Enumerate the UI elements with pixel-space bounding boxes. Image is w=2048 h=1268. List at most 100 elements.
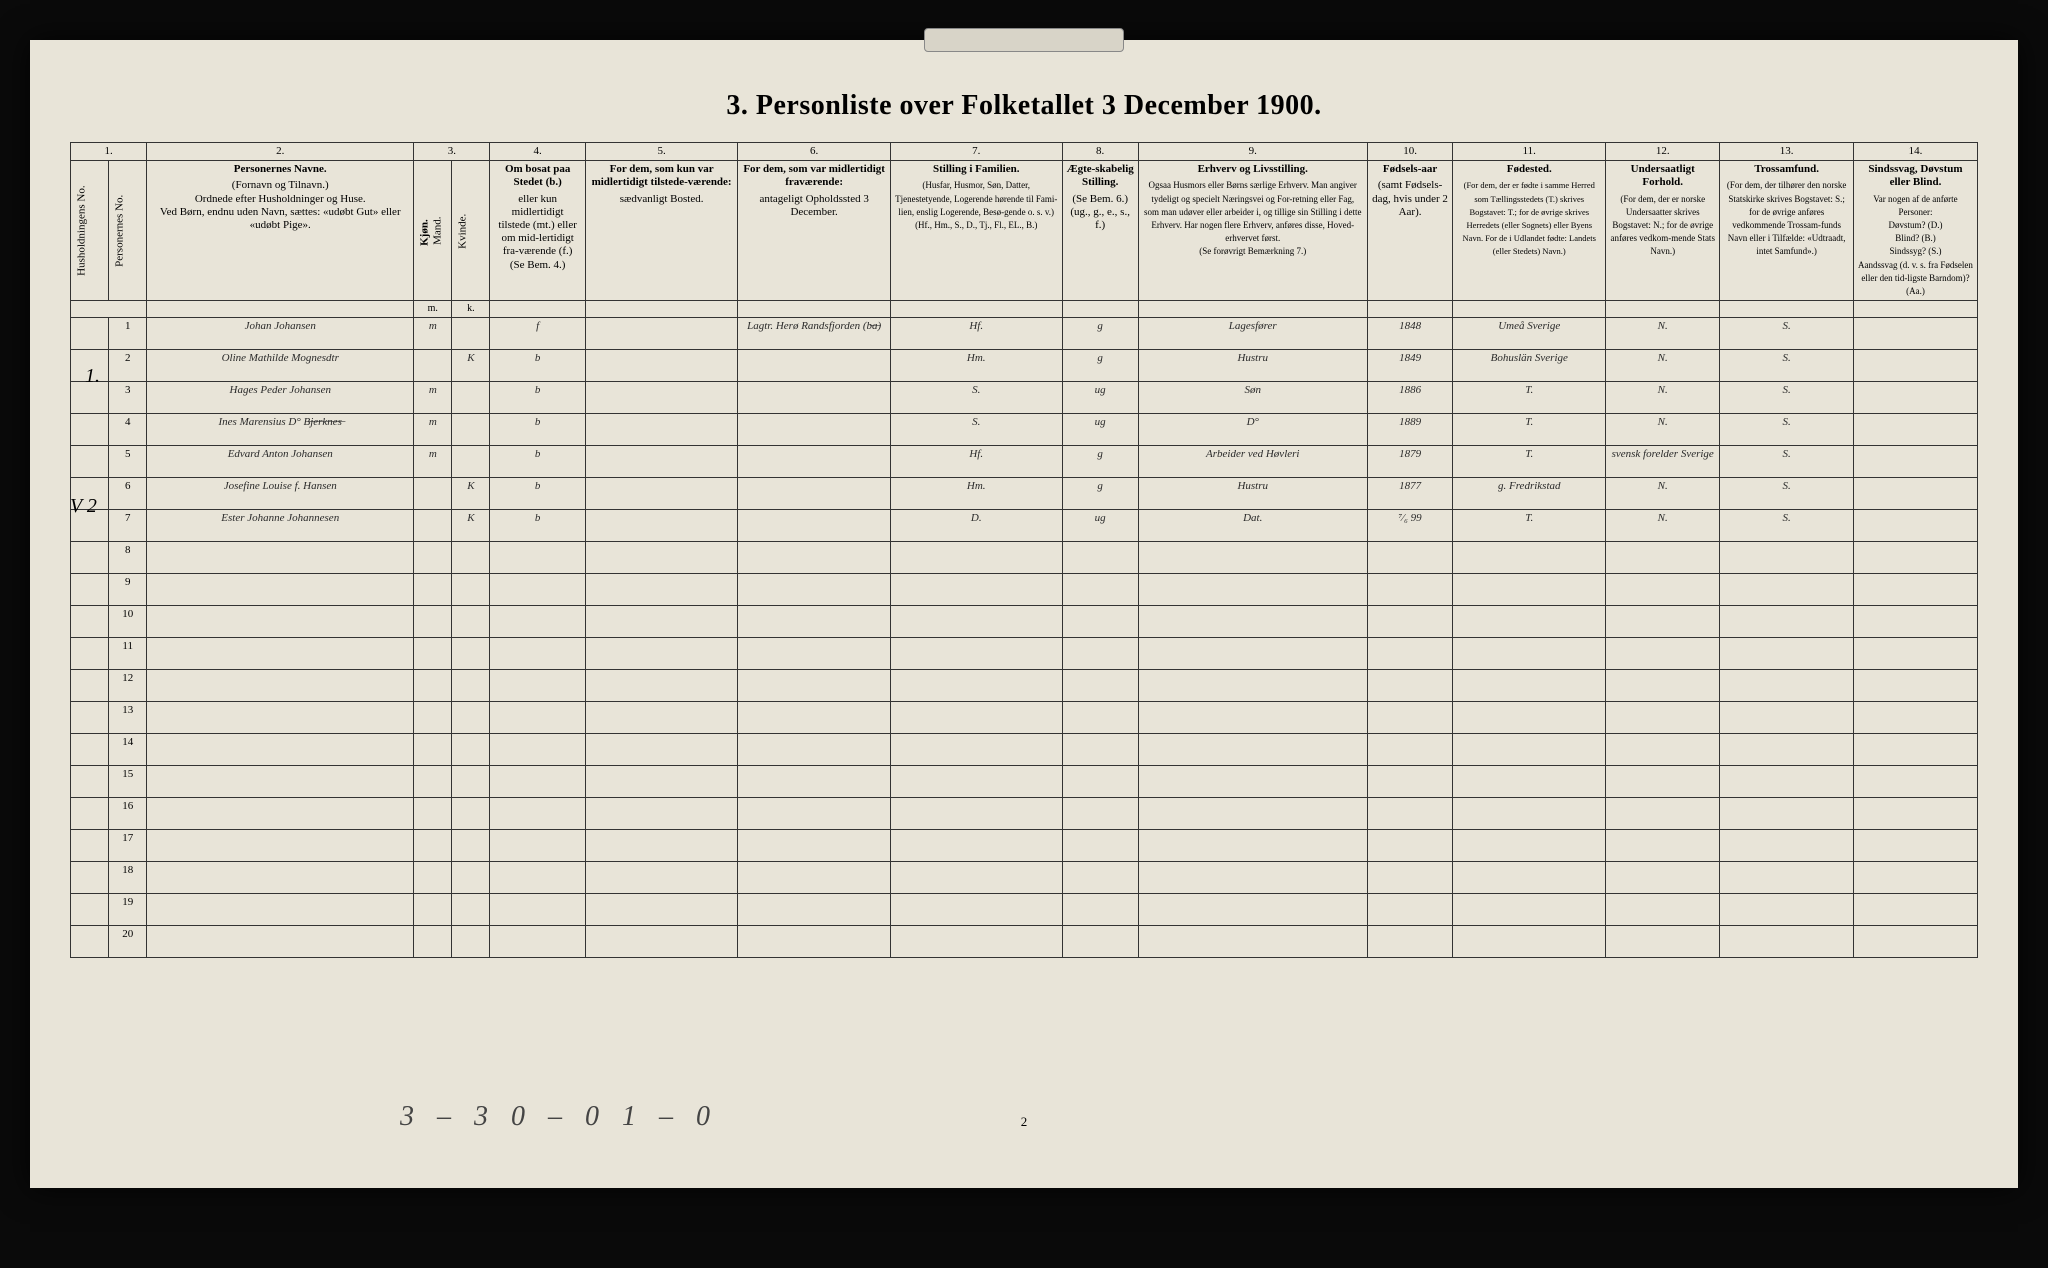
cell: 13 <box>109 702 147 734</box>
cell <box>1453 606 1606 638</box>
cell: Hf. <box>890 446 1062 478</box>
cell: 20 <box>109 926 147 958</box>
cell <box>1720 830 1853 862</box>
cell <box>452 926 490 958</box>
cell <box>452 766 490 798</box>
cell <box>890 862 1062 894</box>
cell <box>452 414 490 446</box>
cell <box>71 414 109 446</box>
cell <box>738 862 891 894</box>
cell: Umeå Sverige <box>1453 318 1606 350</box>
cell: 17 <box>109 830 147 862</box>
cell <box>1062 798 1138 830</box>
cell <box>738 478 891 510</box>
page-wrap: 3. Personliste over Folketallet 3 Decemb… <box>0 0 2048 1268</box>
table-row: 2Oline Mathilde MognesdtrKbHm.gHustru184… <box>71 350 1978 382</box>
header-birthplace: Fødested. (For dem, der er fødte i samme… <box>1453 161 1606 301</box>
cell <box>738 926 891 958</box>
colnum: 4. <box>490 143 585 161</box>
cell: 7 <box>109 510 147 542</box>
cell <box>1853 318 1977 350</box>
cell: S. <box>1720 350 1853 382</box>
cell <box>452 382 490 414</box>
cell <box>1606 638 1720 670</box>
cell <box>452 862 490 894</box>
cell: m <box>414 446 452 478</box>
cell <box>738 574 891 606</box>
cell <box>738 542 891 574</box>
cell <box>147 862 414 894</box>
cell <box>1138 894 1367 926</box>
colnum: 9. <box>1138 143 1367 161</box>
cell: 2 <box>109 350 147 382</box>
cell: 6 <box>109 478 147 510</box>
cell <box>738 414 891 446</box>
cell: 1877 <box>1367 478 1453 510</box>
table-row: 8 <box>71 542 1978 574</box>
header-occupation: Erhverv og Livsstilling. Ogsaa Husmors e… <box>1138 161 1367 301</box>
cell <box>585 766 738 798</box>
cell <box>452 638 490 670</box>
table-row: 19 <box>71 894 1978 926</box>
header-sex-m: Kjøn. Mand. <box>414 161 452 301</box>
cell <box>585 638 738 670</box>
page-title: 3. Personliste over Folketallet 3 Decemb… <box>70 90 1978 122</box>
cell <box>1367 926 1453 958</box>
cell <box>1367 638 1453 670</box>
cell <box>1453 574 1606 606</box>
cell <box>71 638 109 670</box>
cell <box>585 734 738 766</box>
header-names: Personernes Navne. (Fornavn og Tilnavn.)… <box>147 161 414 301</box>
cell <box>1367 862 1453 894</box>
cell <box>1138 574 1367 606</box>
cell: b <box>490 414 585 446</box>
cell <box>890 766 1062 798</box>
census-table: 1. 2. 3. 4. 5. 6. 7. 8. 9. 10. 11. 12. 1… <box>70 142 1978 958</box>
header-disability: Sindssvag, Døvstum eller Blind. Var noge… <box>1853 161 1977 301</box>
table-row: 7Ester Johanne JohannesenKbD.ugDat.⁷⁄₆ 9… <box>71 510 1978 542</box>
cell <box>452 318 490 350</box>
cell <box>1138 702 1367 734</box>
cell <box>71 798 109 830</box>
header-hh-no: Husholdningens No. <box>71 161 109 301</box>
cell <box>585 542 738 574</box>
cell <box>585 606 738 638</box>
sub-header-row: m. k. <box>71 301 1978 318</box>
cell <box>71 830 109 862</box>
header-temp-location: For dem, som var midlertidigt fraværende… <box>738 161 891 301</box>
cell: m <box>414 318 452 350</box>
table-row: 10 <box>71 606 1978 638</box>
cell <box>738 510 891 542</box>
cell <box>1606 894 1720 926</box>
colnum: 6. <box>738 143 891 161</box>
colnum: 1. <box>71 143 147 161</box>
cell <box>1062 862 1138 894</box>
cell: Lagtr. Herø Randsfjorden (b̶a̶) <box>738 318 891 350</box>
cell <box>1367 574 1453 606</box>
cell <box>490 702 585 734</box>
cell <box>147 766 414 798</box>
cell <box>1453 766 1606 798</box>
sub-m: m. <box>414 301 452 318</box>
cell <box>738 638 891 670</box>
cell <box>1453 638 1606 670</box>
table-row: 11 <box>71 638 1978 670</box>
cell <box>585 382 738 414</box>
cell <box>585 414 738 446</box>
cell <box>1853 638 1977 670</box>
cell <box>585 798 738 830</box>
cell <box>1853 734 1977 766</box>
cell: S. <box>1720 510 1853 542</box>
cell <box>414 542 452 574</box>
cell <box>890 894 1062 926</box>
table-row: 17 <box>71 830 1978 862</box>
cell <box>585 926 738 958</box>
cell <box>1853 894 1977 926</box>
cell <box>1062 670 1138 702</box>
cell <box>147 574 414 606</box>
cell: f <box>490 318 585 350</box>
cell <box>1853 510 1977 542</box>
cell <box>1720 670 1853 702</box>
cell: ug <box>1062 510 1138 542</box>
cell <box>1453 862 1606 894</box>
